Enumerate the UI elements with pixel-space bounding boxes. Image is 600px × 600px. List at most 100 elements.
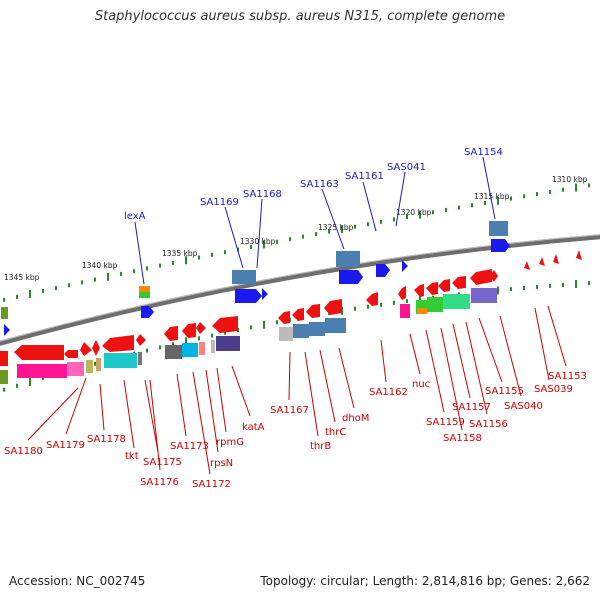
gene-arrow-blue[interactable] [4,324,10,336]
gene-arrow-blue[interactable] [235,289,262,303]
gene-label-SAS039[interactable]: SAS039 [534,384,573,395]
gene-arrow-blue[interactable] [491,239,510,252]
gene-block[interactable] [139,292,150,298]
gene-label-SA1153[interactable]: SA1153 [548,371,587,382]
scale-label: 1310 kbp [552,175,588,184]
gene-block[interactable] [309,322,325,336]
gene-arrow-red[interactable] [92,340,100,356]
gene-block[interactable] [17,364,67,378]
scale-label: 1320 kbp [396,208,432,217]
gene-label-rpsN[interactable]: rpsN [210,458,233,469]
gene-label-SA1172[interactable]: SA1172 [192,479,231,490]
gene-label-SA1155[interactable]: SA1155 [485,386,524,397]
gene-label-thrC[interactable]: thrC [325,427,346,438]
gene-arrow-red[interactable] [278,311,290,324]
gene-arrow-red[interactable] [438,279,450,292]
gene-block[interactable] [400,304,410,318]
gene-label-nuc[interactable]: nuc [412,379,430,390]
gene-arrow-red[interactable] [212,316,238,333]
gene-block[interactable] [443,294,470,309]
gene-arrow-red[interactable] [102,335,134,352]
gene-label-SA1158[interactable]: SA1158 [443,433,482,444]
gene-arrow-blue[interactable] [339,270,363,284]
gene-label-SAS040[interactable]: SAS040 [504,401,543,412]
gene-arrow-red[interactable] [196,322,206,334]
gene-arrow-red[interactable] [292,308,304,321]
gene-arrow-red[interactable] [306,304,320,318]
gene-arrow-red[interactable] [136,334,146,346]
gene-label-dhoM[interactable]: dhoM [342,413,369,424]
gene-label-tkt[interactable]: tkt [125,451,139,462]
gene-label-katA[interactable]: katA [242,422,265,433]
gene-label-SA1163[interactable]: SA1163 [300,179,339,190]
gene-arrow-red[interactable] [452,276,466,289]
gene-block[interactable] [165,345,182,359]
gene-label-SA1178[interactable]: SA1178 [87,434,126,445]
gene-label-SA1154[interactable]: SA1154 [464,147,503,158]
gene-arrow-red[interactable] [0,351,8,366]
gene-arrow-red[interactable] [576,250,582,260]
gene-block[interactable] [293,324,309,338]
gene-label-SA1156[interactable]: SA1156 [469,419,508,430]
gene-arrow-red[interactable] [164,326,178,341]
gene-block[interactable] [216,336,240,351]
gene-label-rpmG[interactable]: rpmG [216,437,244,448]
gene-block[interactable] [0,370,8,384]
gene-block[interactable] [139,286,150,292]
gene-label-SA1179[interactable]: SA1179 [46,440,85,451]
major-tick [497,196,499,205]
minor-tick [94,277,96,282]
major-tick [419,210,421,219]
gene-block[interactable] [182,343,198,357]
gene-label-SA1175[interactable]: SA1175 [143,457,182,468]
gene-arrow-red[interactable] [14,345,64,360]
gene-block[interactable] [279,327,293,341]
gene-arrow-red[interactable] [398,286,406,300]
gene-label-SA1167[interactable]: SA1167 [270,405,309,416]
gene-block[interactable] [232,270,256,284]
gene-arrow-red[interactable] [324,299,342,315]
gene-arrow-red[interactable] [490,270,498,282]
gene-label-SA1169[interactable]: SA1169 [200,197,239,208]
gene-label-SA1162[interactable]: SA1162 [369,387,408,398]
gene-arrow-red[interactable] [64,350,78,358]
gene-label-SA1180[interactable]: SA1180 [4,446,43,457]
gene-arrow-blue[interactable] [141,306,154,318]
gene-block[interactable] [417,308,427,314]
gene-label-SA1176[interactable]: SA1176 [140,477,179,488]
gene-block[interactable] [325,318,346,333]
gene-arrow-red[interactable] [539,257,545,266]
gene-label-SA1161[interactable]: SA1161 [345,171,384,182]
gene-block[interactable] [211,340,215,353]
gene-arrow-blue[interactable] [262,288,268,300]
gene-arrow-red[interactable] [426,282,438,295]
gene-block[interactable] [416,300,427,314]
gene-block[interactable] [138,352,142,365]
gene-label-SA1168[interactable]: SA1168 [243,189,282,200]
gene-block[interactable] [471,288,497,303]
gene-block[interactable] [67,362,84,376]
gene-block[interactable] [199,342,205,355]
gene-arrow-blue[interactable] [376,264,390,277]
gene-block[interactable] [336,251,360,267]
gene-arrow-red[interactable] [366,292,378,306]
gene-arrow-red[interactable] [80,342,92,356]
gene-label-SA1173[interactable]: SA1173 [170,441,209,452]
gene-block[interactable] [96,358,101,371]
gene-block[interactable] [86,360,93,373]
gene-label-SA1159[interactable]: SA1159 [426,417,465,428]
gene-block[interactable] [427,297,443,312]
gene-arrow-red[interactable] [524,261,530,270]
gene-arrow-red[interactable] [553,254,559,264]
gene-label-SA1157[interactable]: SA1157 [452,402,491,413]
gene-arrow-red[interactable] [182,323,196,338]
gene-label-thrB[interactable]: thrB [310,441,331,452]
gene-block[interactable] [489,221,508,236]
gene-label-lexA[interactable]: lexA [124,211,146,222]
gene-arrow-red[interactable] [470,269,492,285]
gene-arrow-blue[interactable] [402,260,408,272]
gene-block[interactable] [104,353,137,368]
gene-block[interactable] [1,307,8,319]
gene-arrow-red[interactable] [414,284,424,297]
gene-label-SAS041[interactable]: SAS041 [387,162,426,173]
